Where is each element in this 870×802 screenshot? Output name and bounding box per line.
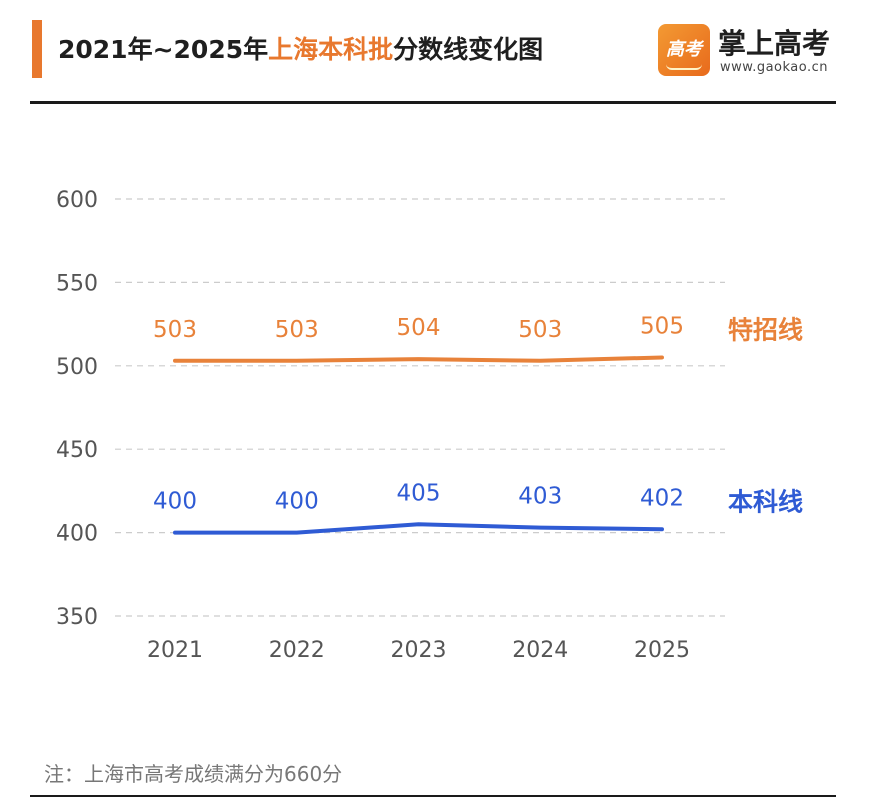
data-label-special-2023: 504 bbox=[397, 315, 441, 341]
y-tick-label-500: 500 bbox=[56, 355, 98, 380]
data-label-undergrad-2024: 403 bbox=[518, 484, 562, 510]
x-tick-label-2022: 2022 bbox=[269, 638, 325, 663]
data-label-undergrad-2021: 400 bbox=[153, 489, 197, 515]
x-tick-label-2021: 2021 bbox=[147, 638, 203, 663]
y-tick-label-550: 550 bbox=[56, 271, 98, 296]
series-line-special bbox=[173, 355, 664, 363]
logo-book-icon bbox=[666, 64, 702, 70]
data-label-undergrad-2025: 402 bbox=[640, 485, 684, 511]
x-tick-label-2023: 2023 bbox=[391, 638, 447, 663]
line-chart: 350 400 450 500 550 600 2021 2022 2023 2024 2025 50… bbox=[56, 188, 803, 663]
header-divider bbox=[30, 101, 836, 104]
y-tick-label-350: 350 bbox=[56, 605, 98, 630]
data-label-special-2025: 505 bbox=[640, 313, 684, 339]
legend-label-special: 特招线 bbox=[728, 315, 803, 344]
logo-glyph: 高考 bbox=[666, 39, 702, 60]
data-label-special-2021: 503 bbox=[153, 317, 197, 343]
y-tick-label-400: 400 bbox=[56, 522, 98, 547]
data-label-undergrad-2023: 405 bbox=[397, 480, 441, 506]
title-highlight: 上海本科批 bbox=[268, 35, 394, 64]
series-line-undergrad bbox=[173, 522, 664, 535]
y-tick-label-450: 450 bbox=[56, 438, 98, 463]
brand-url: www.gaokao.cn bbox=[720, 60, 829, 75]
footnote: 注：上海市高考成绩满分为660分 bbox=[44, 762, 343, 786]
data-label-undergrad-2022: 400 bbox=[275, 489, 319, 515]
footer-divider bbox=[30, 795, 836, 797]
title-suffix: 分数线变化图 bbox=[393, 35, 544, 64]
data-label-special-2022: 503 bbox=[275, 317, 319, 343]
title-accent-bar bbox=[32, 20, 42, 78]
data-label-special-2024: 503 bbox=[518, 317, 562, 343]
legend-label-undergrad: 本科线 bbox=[728, 487, 803, 516]
page-title: 2021年~2025年上海本科批分数线变化图 bbox=[58, 30, 543, 66]
brand-name: 掌上高考 bbox=[718, 27, 831, 60]
gaokao-logo-icon: 高考 bbox=[658, 24, 710, 76]
y-tick-label-600: 600 bbox=[56, 188, 98, 213]
x-tick-label-2025: 2025 bbox=[634, 638, 690, 663]
title-years: 2021年~2025年 bbox=[58, 35, 269, 64]
x-tick-label-2024: 2024 bbox=[512, 638, 568, 663]
